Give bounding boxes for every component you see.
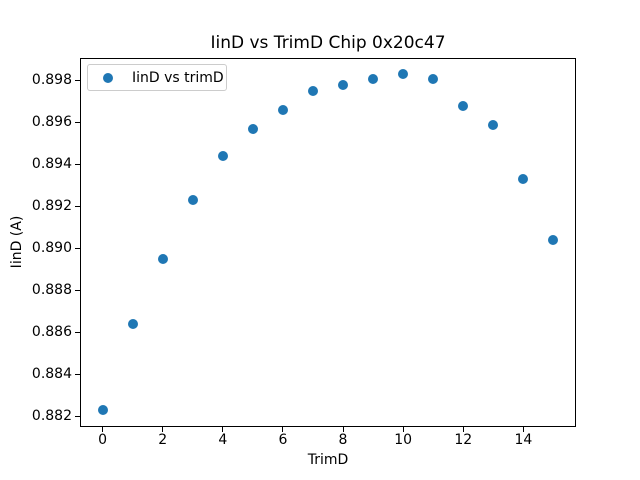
y-tick-label: 0.882 bbox=[31, 408, 72, 425]
y-tick-label: 0.888 bbox=[31, 282, 72, 299]
y-tick-label: 0.896 bbox=[31, 114, 72, 131]
x-tick-label: 10 bbox=[394, 432, 413, 449]
y-tick-mark bbox=[75, 122, 80, 124]
x-tick-label: 6 bbox=[278, 432, 288, 449]
scatter-point bbox=[217, 151, 228, 162]
scatter-point bbox=[277, 105, 288, 116]
scatter-point bbox=[548, 235, 559, 246]
x-tick-mark bbox=[462, 427, 464, 433]
x-tick-mark bbox=[282, 427, 284, 433]
x-axis-label: TrimD bbox=[307, 452, 349, 468]
x-tick-label: 14 bbox=[514, 432, 533, 449]
x-tick-label: 4 bbox=[218, 432, 228, 449]
y-tick-mark bbox=[75, 416, 80, 418]
scatter-point bbox=[97, 405, 108, 416]
y-tick-mark bbox=[75, 80, 80, 82]
y-tick-mark bbox=[75, 248, 80, 250]
x-tick-label: 12 bbox=[454, 432, 473, 449]
chart-title: IinD vs TrimD Chip 0x20c47 bbox=[210, 33, 446, 53]
y-tick-label: 0.894 bbox=[31, 156, 72, 173]
scatter-point bbox=[127, 319, 138, 330]
scatter-point bbox=[488, 119, 499, 130]
y-tick-mark bbox=[75, 332, 80, 334]
x-tick-label: 0 bbox=[98, 432, 107, 449]
x-tick-label: 8 bbox=[338, 432, 348, 449]
scatter-point bbox=[428, 73, 439, 84]
scatter-point bbox=[368, 73, 379, 84]
scatter-point bbox=[187, 195, 198, 206]
scatter-point bbox=[518, 174, 529, 185]
x-tick-label: 2 bbox=[158, 432, 168, 449]
plot-area bbox=[80, 57, 576, 428]
x-tick-mark bbox=[162, 427, 164, 433]
legend-label: IinD vs trimD bbox=[132, 69, 224, 86]
y-tick-mark bbox=[75, 290, 80, 292]
x-tick-mark bbox=[102, 427, 104, 433]
scatter-point bbox=[398, 69, 409, 80]
y-tick-mark bbox=[75, 206, 80, 208]
legend: IinD vs trimD bbox=[87, 64, 227, 91]
scatter-point bbox=[458, 100, 469, 111]
x-tick-mark bbox=[342, 427, 344, 433]
y-tick-label: 0.886 bbox=[31, 324, 72, 341]
y-tick-mark bbox=[75, 374, 80, 376]
y-tick-label: 0.898 bbox=[31, 72, 72, 89]
legend-circle-marker-icon bbox=[103, 72, 113, 83]
scatter-point bbox=[338, 79, 349, 90]
y-tick-label: 0.892 bbox=[31, 198, 72, 215]
y-tick-mark bbox=[75, 164, 80, 166]
x-tick-mark bbox=[222, 427, 224, 433]
scatter-point bbox=[157, 254, 168, 265]
scatter-point bbox=[307, 86, 318, 97]
scatter-point bbox=[247, 124, 258, 134]
x-tick-mark bbox=[522, 427, 524, 433]
x-tick-mark bbox=[402, 427, 404, 433]
y-tick-label: 0.884 bbox=[31, 366, 72, 383]
y-tick-label: 0.890 bbox=[31, 240, 72, 257]
